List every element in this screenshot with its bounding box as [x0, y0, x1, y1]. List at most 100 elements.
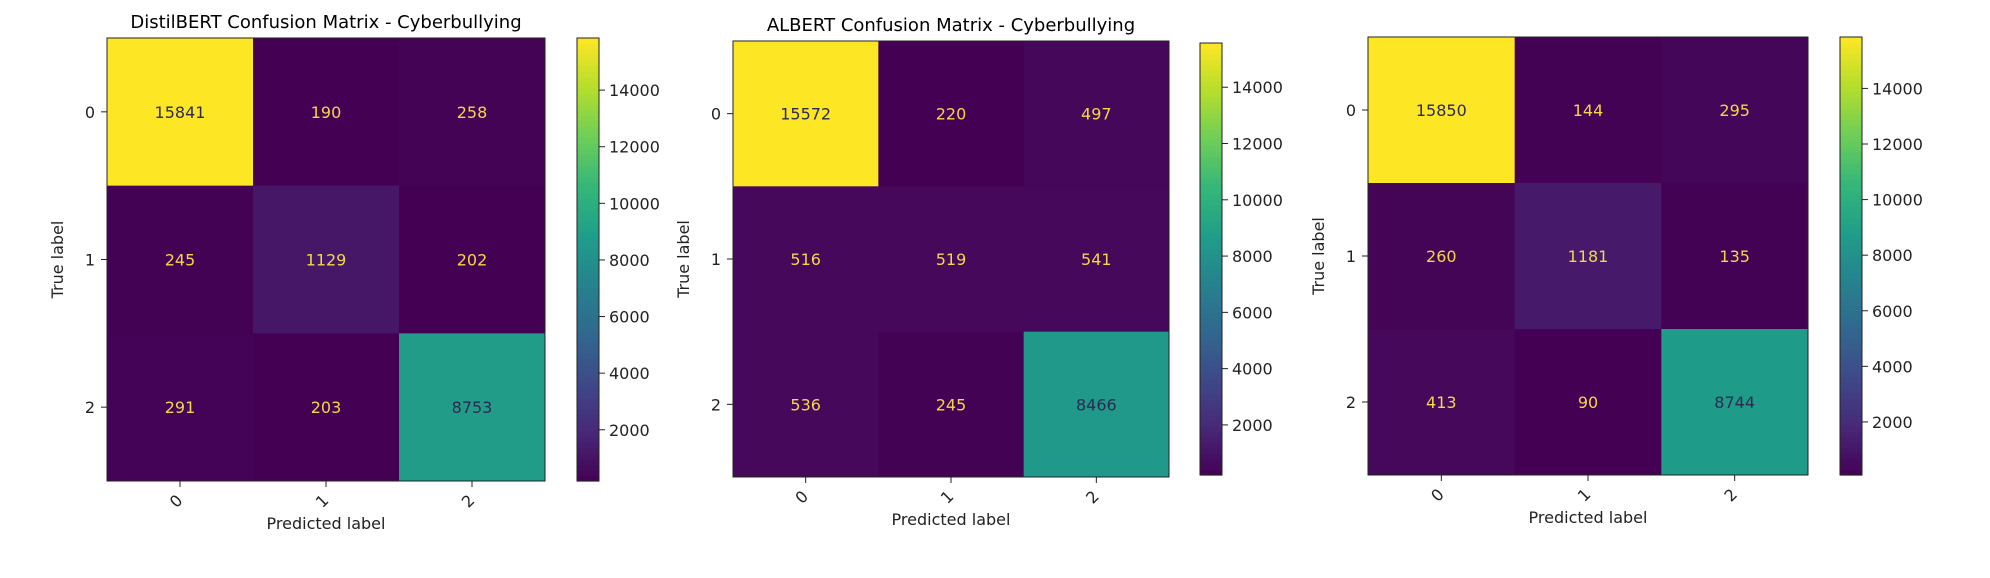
colorbar-segment [1840, 414, 1862, 421]
colorbar-segment [1840, 146, 1862, 153]
colorbar-segment [1840, 332, 1862, 339]
colorbar-segment [577, 276, 599, 283]
colorbar-segment [1200, 188, 1222, 195]
colorbar-segment [1840, 190, 1862, 197]
colorbar-segment [1200, 377, 1222, 384]
heatmap-cell [107, 333, 254, 482]
heatmap-cell [878, 41, 1025, 187]
colorbar-segment [1200, 383, 1222, 390]
colorbar-segment [577, 259, 599, 266]
colorbar-segment [577, 386, 599, 393]
colorbar-segment [1200, 361, 1222, 368]
colorbar-segment [1200, 275, 1222, 282]
colorbar-segment [577, 60, 599, 67]
y-axis-label: True label [1309, 217, 1328, 296]
heatmap-cell [733, 331, 879, 478]
colorbar-segment [1200, 232, 1222, 238]
colorbar-segment [1840, 102, 1862, 109]
colorbar-segment [1840, 338, 1862, 345]
colorbar-segment [1840, 168, 1862, 175]
cell-value: 90 [1578, 393, 1598, 412]
colorbar-segment [1840, 135, 1862, 142]
cell-value: 220 [936, 105, 967, 124]
colorbar-segment [577, 49, 599, 56]
heatmap-cell [1661, 329, 1809, 476]
colorbar-segment [1840, 223, 1862, 230]
colorbar-segment [577, 453, 599, 460]
colorbar-segment [1200, 388, 1222, 395]
colorbar-segment [1840, 256, 1862, 263]
colorbar-segment [1840, 316, 1862, 323]
colorbar-segment [1200, 140, 1222, 147]
heatmap-cell [1514, 329, 1662, 476]
colorbar-segment [577, 248, 599, 255]
colorbar-segment [1200, 151, 1222, 157]
x-tick-label: 2 [458, 491, 479, 512]
colorbar-segment [1200, 221, 1222, 228]
colorbar-segment [1840, 206, 1862, 213]
heatmap-cell [1661, 183, 1809, 330]
chart-title: DistilBERT Confusion Matrix - Cyberbully… [130, 12, 521, 33]
colorbar-tick-label: 8000 [1232, 247, 1273, 266]
colorbar-segment [577, 237, 599, 244]
colorbar-segment [1840, 201, 1862, 208]
colorbar-segment [577, 115, 599, 122]
colorbar-segment [1200, 394, 1222, 400]
cell-value: 15850 [1416, 101, 1467, 120]
colorbar-segment [1840, 398, 1862, 405]
heatmap-cell [107, 185, 254, 334]
colorbar-segment [1840, 217, 1862, 224]
colorbar-segment [577, 198, 599, 205]
heatmap-cell [1023, 331, 1170, 478]
x-tick-label: 0 [791, 487, 812, 508]
colorbar-segment [1200, 313, 1222, 319]
colorbar-tick-label: 8000 [1872, 246, 1913, 265]
colorbar-segment [577, 475, 599, 482]
colorbar-segment [1200, 323, 1222, 330]
cell-value: 15841 [155, 103, 206, 122]
colorbar-segment [1840, 458, 1862, 465]
colorbar-segment [1840, 464, 1862, 471]
colorbar-segment [1840, 141, 1862, 148]
colorbar-segment [1200, 64, 1222, 71]
colorbar-segment [577, 126, 599, 133]
colorbar-tick-label: 6000 [609, 308, 650, 327]
colorbar-segment [1840, 299, 1862, 306]
colorbar-segment [577, 370, 599, 377]
cell-value: 1129 [306, 251, 347, 270]
colorbar-segment [577, 447, 599, 454]
colorbar-segment [577, 204, 599, 211]
confusion-matrix-panel-1: DistilBERT Confusion Matrix - Cyberbully… [48, 12, 660, 533]
colorbar-segment [1200, 350, 1222, 357]
colorbar-segment [1200, 253, 1222, 260]
colorbar-segment [577, 209, 599, 216]
colorbar-segment [1200, 410, 1222, 417]
colorbar-segment [577, 104, 599, 111]
x-tick-label: 0 [166, 491, 187, 512]
colorbar-segment [577, 76, 599, 83]
colorbar-tick-label: 6000 [1872, 302, 1913, 321]
colorbar-frame [1199, 42, 1223, 476]
colorbar-segment [577, 364, 599, 371]
y-tick-label: 2 [1346, 393, 1356, 412]
colorbar-tick-label: 10000 [1872, 191, 1923, 210]
colorbar-segment [1200, 145, 1222, 152]
colorbar-segment [1200, 345, 1222, 352]
colorbar-segment [1840, 376, 1862, 383]
x-tick-label: 1 [1574, 485, 1595, 506]
heatmap-cell [1514, 37, 1662, 184]
colorbar-segment [1840, 261, 1862, 268]
colorbar-segment [1840, 409, 1862, 416]
colorbar-segment [1200, 458, 1222, 465]
colorbar-segment [1200, 399, 1222, 406]
cell-value: 202 [457, 251, 488, 270]
colorbar-segment [577, 409, 599, 416]
colorbar-tick-label: 2000 [1872, 413, 1913, 432]
colorbar-tick-label: 6000 [1232, 303, 1273, 322]
colorbar-segment [1200, 453, 1222, 460]
colorbar-segment [1200, 210, 1222, 217]
colorbar-segment [577, 109, 599, 117]
cell-value: 15572 [780, 105, 831, 124]
x-axis-label: Predicted label [892, 510, 1011, 529]
